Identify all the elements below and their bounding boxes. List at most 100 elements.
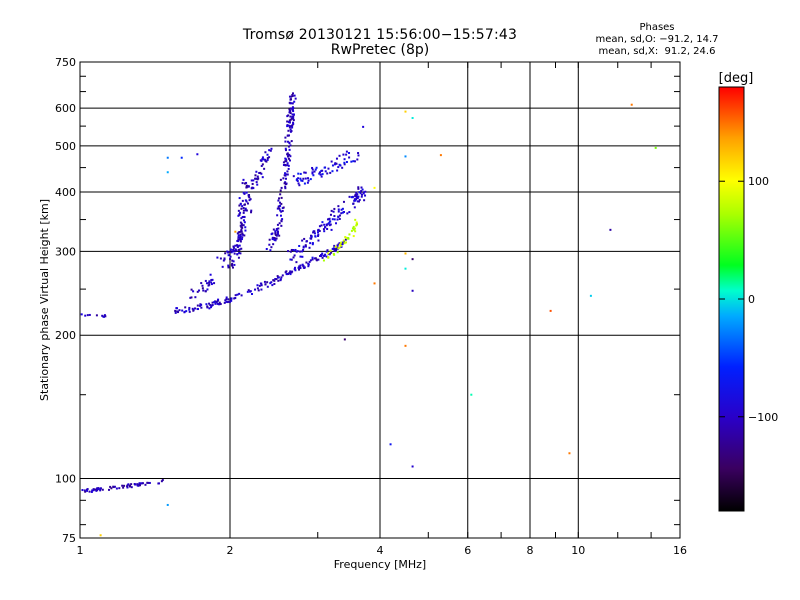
- echo-point: [205, 303, 208, 306]
- echo-point: [301, 250, 304, 253]
- echo-point: [274, 278, 277, 281]
- echo-point: [278, 234, 281, 237]
- echo-point: [268, 243, 271, 246]
- echo-point: [363, 199, 366, 202]
- echo-point: [292, 110, 295, 113]
- echo-point: [121, 484, 124, 487]
- echo-point: [276, 275, 279, 278]
- echo-point: [241, 215, 244, 218]
- echo-point: [280, 202, 283, 205]
- echo-point: [95, 314, 98, 317]
- echo-point: [289, 98, 292, 101]
- echo-point: [298, 268, 301, 271]
- echo-point: [347, 237, 350, 240]
- echo-point: [348, 156, 351, 159]
- echo-point: [404, 155, 407, 158]
- echo-point: [279, 209, 282, 212]
- echo-point: [222, 259, 225, 262]
- echo-point: [256, 287, 259, 290]
- echo-point: [210, 306, 213, 309]
- echo-point: [86, 314, 89, 317]
- echo-point: [244, 229, 247, 232]
- echo-point: [305, 261, 308, 264]
- echo-point: [353, 206, 356, 209]
- echo-point: [166, 156, 169, 159]
- echo-point: [245, 209, 248, 212]
- echo-point: [324, 170, 327, 173]
- echo-point: [277, 276, 280, 279]
- echo-point: [215, 300, 218, 303]
- echo-point: [249, 290, 252, 293]
- echo-point: [299, 172, 302, 175]
- echo-point: [337, 215, 340, 218]
- echo-point: [345, 241, 348, 244]
- echo-point: [317, 233, 320, 236]
- echo-point: [355, 194, 358, 197]
- echo-point: [266, 281, 269, 284]
- echo-point: [225, 300, 228, 303]
- echo-point: [363, 191, 366, 194]
- echo-point: [233, 252, 236, 255]
- echo-point: [353, 227, 356, 230]
- echo-point: [312, 174, 315, 177]
- colorbar-unit: [deg]: [719, 71, 754, 86]
- echo-point: [291, 113, 294, 116]
- echo-point: [411, 258, 414, 261]
- echo-point: [331, 218, 334, 221]
- echo-point: [237, 256, 240, 259]
- echo-point: [206, 288, 209, 291]
- echo-point: [225, 298, 228, 301]
- echo-point: [264, 283, 267, 286]
- echo-point: [268, 238, 271, 241]
- echo-point: [239, 252, 242, 255]
- echo-point: [239, 235, 242, 238]
- echo-point: [245, 191, 248, 194]
- echo-point: [346, 212, 349, 215]
- echo-point: [549, 309, 552, 312]
- echo-point: [303, 171, 306, 174]
- echo-point: [287, 114, 290, 117]
- echo-point: [260, 164, 263, 167]
- echo-point: [297, 177, 300, 180]
- echo-point: [91, 489, 94, 492]
- echo-point: [123, 484, 126, 487]
- echo-point: [206, 305, 209, 308]
- echo-point: [292, 107, 295, 110]
- colorbar-tick-label: −100: [748, 411, 778, 424]
- echo-point: [298, 244, 301, 247]
- echo-point: [257, 289, 260, 292]
- echo-point: [273, 279, 276, 282]
- echo-point: [325, 255, 328, 258]
- echo-point: [210, 283, 213, 286]
- echo-point: [355, 224, 358, 227]
- echo-point: [320, 255, 323, 258]
- echo-point: [355, 191, 358, 194]
- echo-point: [287, 145, 290, 148]
- echo-point: [287, 164, 290, 167]
- echo-point: [333, 244, 336, 247]
- echo-point: [225, 296, 228, 299]
- echo-point: [323, 230, 326, 233]
- echo-point: [308, 260, 311, 263]
- echo-point: [240, 230, 243, 233]
- echo-point: [104, 315, 107, 318]
- echo-point: [317, 228, 320, 231]
- echo-point: [311, 256, 314, 259]
- echo-point: [362, 125, 365, 128]
- echo-point: [344, 238, 347, 241]
- echo-point: [354, 195, 357, 198]
- echo-point: [282, 206, 285, 209]
- echo-point: [252, 179, 255, 182]
- echo-point: [336, 169, 339, 172]
- echo-point: [280, 219, 283, 222]
- echo-point: [210, 304, 213, 307]
- echo-point: [239, 239, 242, 242]
- echo-point: [137, 484, 140, 487]
- echo-point: [256, 284, 259, 287]
- echo-point: [348, 233, 351, 236]
- echo-point: [236, 232, 239, 235]
- echo-point: [130, 483, 133, 486]
- echo-point: [208, 280, 211, 283]
- echo-point: [312, 231, 315, 234]
